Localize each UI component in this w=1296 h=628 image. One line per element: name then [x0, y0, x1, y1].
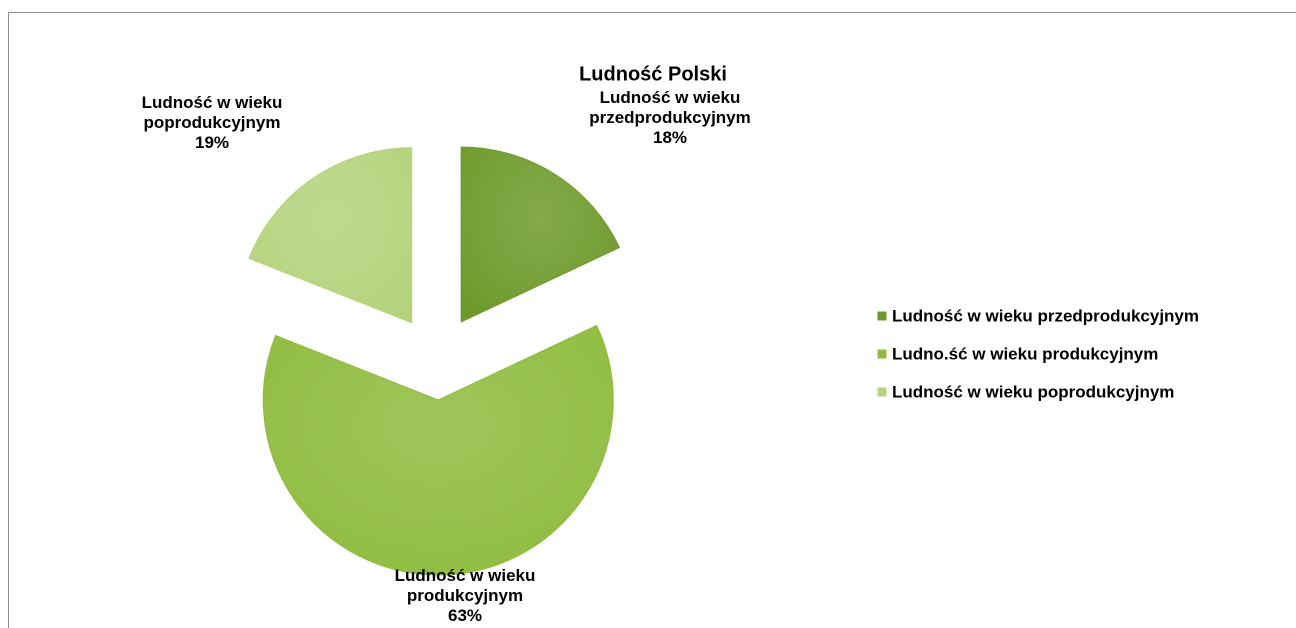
legend-label: Ludno.ść w wieku produkcyjnym [892, 344, 1158, 363]
legend-label: Ludność w wieku przedprodukcyjnym [892, 306, 1199, 325]
pie-slice [262, 324, 614, 576]
legend-swatch [876, 348, 888, 360]
chart-frame [8, 12, 1296, 628]
legend-swatch [876, 386, 888, 398]
data-label-value: 19% [194, 133, 230, 152]
pie-slice [248, 147, 413, 324]
data-label-value: 18% [652, 128, 688, 147]
data-label-value: 63% [447, 606, 483, 625]
data-label-name: Ludność w wieku produkcyjnym [394, 566, 536, 605]
legend-label: Ludność w wieku poprodukcyjnym [892, 382, 1174, 401]
chart-title: Ludność Polski [579, 63, 727, 85]
data-label-name: Ludność w wieku poprodukcyjnym [141, 93, 283, 132]
pie-slice [460, 146, 621, 323]
legend-swatch [876, 310, 888, 322]
data-label-name: Ludność w wieku przedprodukcyjnym [589, 88, 751, 127]
